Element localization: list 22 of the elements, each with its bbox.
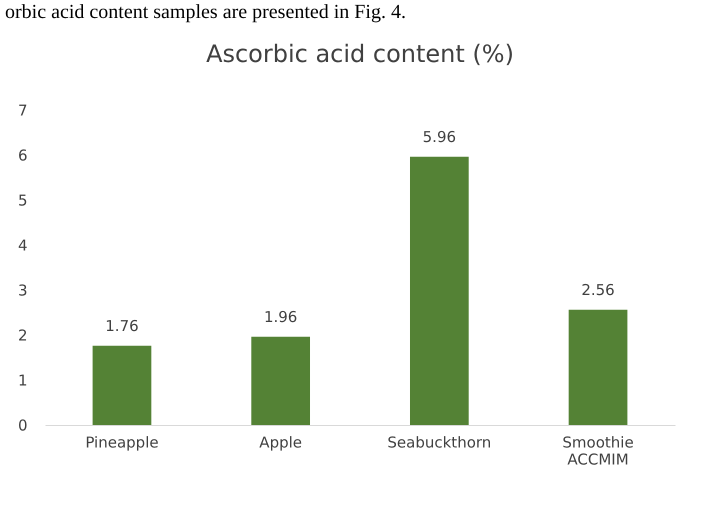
y-tick-label: 7 [18, 102, 28, 120]
data-label: 5.96 [422, 128, 456, 146]
data-label: 2.56 [581, 280, 615, 299]
x-tick-label: Smoothie ACCMIM [562, 434, 634, 468]
bar [568, 310, 628, 425]
bar [251, 336, 310, 425]
bar [92, 346, 152, 425]
y-tick-label: 2 [18, 326, 28, 344]
bar [410, 156, 469, 425]
text: orbic acid content samples are presented in Fig. 4. [5, 1, 406, 23]
x-tick-label: Pineapple [85, 434, 159, 452]
data-label: 1.76 [105, 316, 139, 335]
y-tick-label: 3 [18, 282, 28, 300]
data-label: 1.96 [264, 308, 298, 326]
y-tick-label: 0 [18, 416, 28, 434]
y-tick-label: 5 [18, 192, 28, 210]
x-tick-label: Seabuckthorn [387, 434, 492, 452]
y-tick-label: 1 [18, 372, 28, 390]
y-tick-label: 4 [18, 236, 28, 254]
x-tick-label: Apple [259, 434, 302, 452]
y-tick-label: 6 [18, 146, 28, 164]
chart-title: Ascorbic acid content (%) [206, 40, 514, 68]
